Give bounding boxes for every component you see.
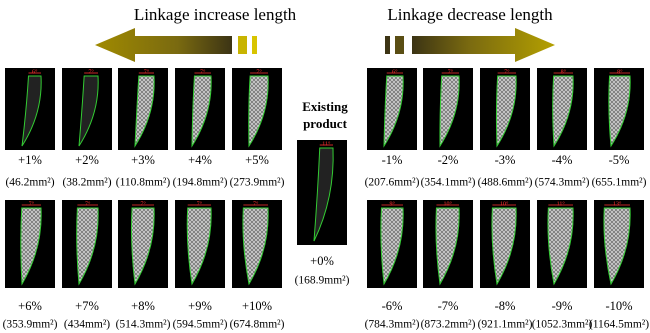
change-label: +8% xyxy=(131,299,155,313)
angle-label: 7° xyxy=(448,68,454,75)
change-label: -1% xyxy=(382,153,403,167)
angle-label: 6° xyxy=(392,68,398,75)
change-label: -9% xyxy=(552,299,573,313)
angle-label: 7° xyxy=(253,200,259,207)
angle-label: 7° xyxy=(88,68,94,75)
area-label: (207.6mm²) xyxy=(365,177,420,189)
area-label: (194.8mm²) xyxy=(173,177,228,189)
angle-label: 7° xyxy=(504,68,510,75)
angle-label: 7° xyxy=(200,68,206,75)
area-label: (921.1mm²) xyxy=(478,319,533,331)
area-label: (1052.3mm²) xyxy=(532,319,593,331)
change-label: +2% xyxy=(75,153,99,167)
angle-label: 10° xyxy=(500,200,509,207)
change-label: -6% xyxy=(382,299,403,313)
area-label: (110.8mm²) xyxy=(116,177,171,189)
angle-label: 7° xyxy=(256,68,262,75)
change-label: +10% xyxy=(242,299,272,313)
angle-label: 7° xyxy=(144,68,150,75)
change-label: +1% xyxy=(18,153,42,167)
change-label: +4% xyxy=(188,153,212,167)
area-label: (574.3mm²) xyxy=(535,177,590,189)
center-title: product xyxy=(303,116,347,131)
area-label: (873.2mm²) xyxy=(421,319,476,331)
change-label: -8% xyxy=(495,299,516,313)
area-label: (434mm²) xyxy=(64,319,110,331)
area-label: (784.3mm²) xyxy=(365,319,420,331)
change-label: -2% xyxy=(438,153,459,167)
angle-label: 7° xyxy=(29,200,35,207)
angle-label: 7° xyxy=(197,200,203,207)
change-label: -4% xyxy=(552,153,573,167)
area-label: (655.1mm²) xyxy=(592,177,647,189)
area-label: (1164.5mm²) xyxy=(589,319,649,331)
right-arrow xyxy=(385,28,555,62)
change-label: -5% xyxy=(609,153,630,167)
change-label: +3% xyxy=(131,153,155,167)
angle-label: 10° xyxy=(444,200,453,207)
angle-label: 7° xyxy=(140,200,146,207)
angle-label: 9° xyxy=(390,200,396,207)
area-label: (354.1mm²) xyxy=(421,177,476,189)
left-arrow xyxy=(95,28,257,62)
left-header: Linkage increase length xyxy=(134,5,297,24)
area-label: (488.6mm²) xyxy=(478,177,533,189)
area-label: (273.9mm²) xyxy=(230,177,285,189)
area-label: (168.9mm²) xyxy=(295,275,350,287)
angle-label: 8° xyxy=(561,68,567,75)
area-label: (514.3mm²) xyxy=(116,319,171,331)
angle-label: 8° xyxy=(617,68,623,75)
area-label: (46.2mm²) xyxy=(5,177,54,189)
area-label: (38.2mm²) xyxy=(62,177,111,189)
angle-label: 11° xyxy=(322,140,331,147)
change-label: +6% xyxy=(18,299,42,313)
area-label: (353.9mm²) xyxy=(3,319,58,331)
change-label: -10% xyxy=(605,299,632,313)
change-label: +0% xyxy=(310,254,334,268)
change-label: -7% xyxy=(438,299,459,313)
figure: Linkage increase length Linkage decrease… xyxy=(0,0,650,333)
angle-label: 13° xyxy=(613,200,622,207)
angle-label: 11° xyxy=(557,200,566,207)
area-label: (674.8mm²) xyxy=(230,319,285,331)
center-title: Existing xyxy=(302,99,348,114)
change-label: +7% xyxy=(75,299,99,313)
change-label: -3% xyxy=(495,153,516,167)
angle-label: 7° xyxy=(85,200,91,207)
right-header: Linkage decrease length xyxy=(387,5,553,24)
change-label: +5% xyxy=(245,153,269,167)
change-label: +9% xyxy=(188,299,212,313)
area-label: (594.5mm²) xyxy=(173,319,228,331)
angle-label: 6° xyxy=(32,68,38,75)
